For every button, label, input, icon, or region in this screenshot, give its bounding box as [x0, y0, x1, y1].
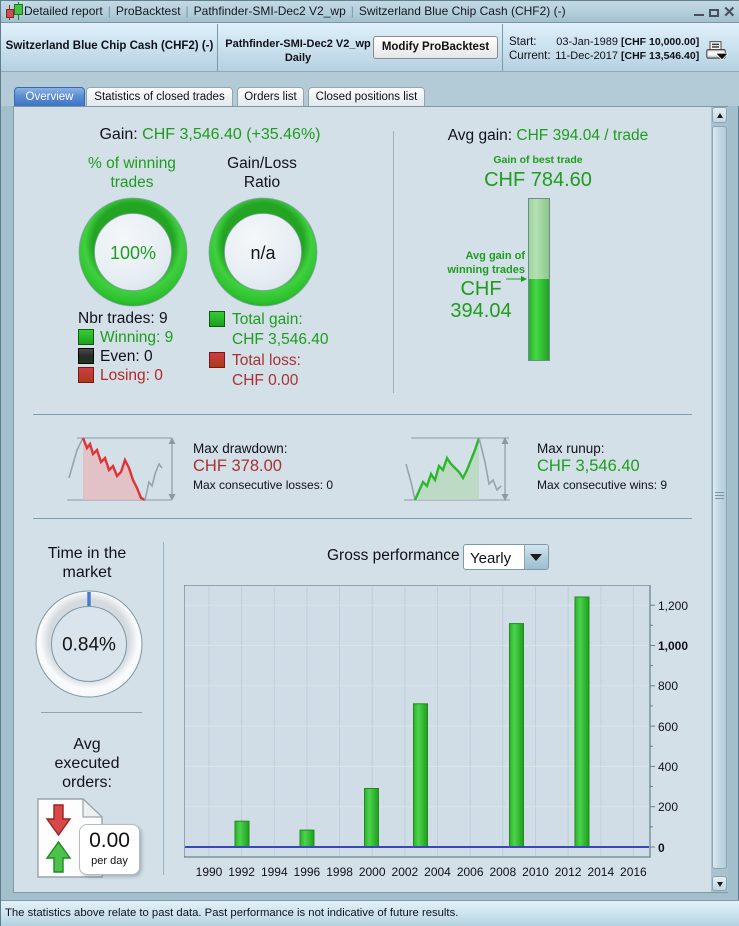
svg-text:0.84%: 0.84% [62, 635, 116, 656]
svg-text:n/a: n/a [250, 243, 276, 263]
svg-text:100%: 100% [110, 243, 156, 263]
